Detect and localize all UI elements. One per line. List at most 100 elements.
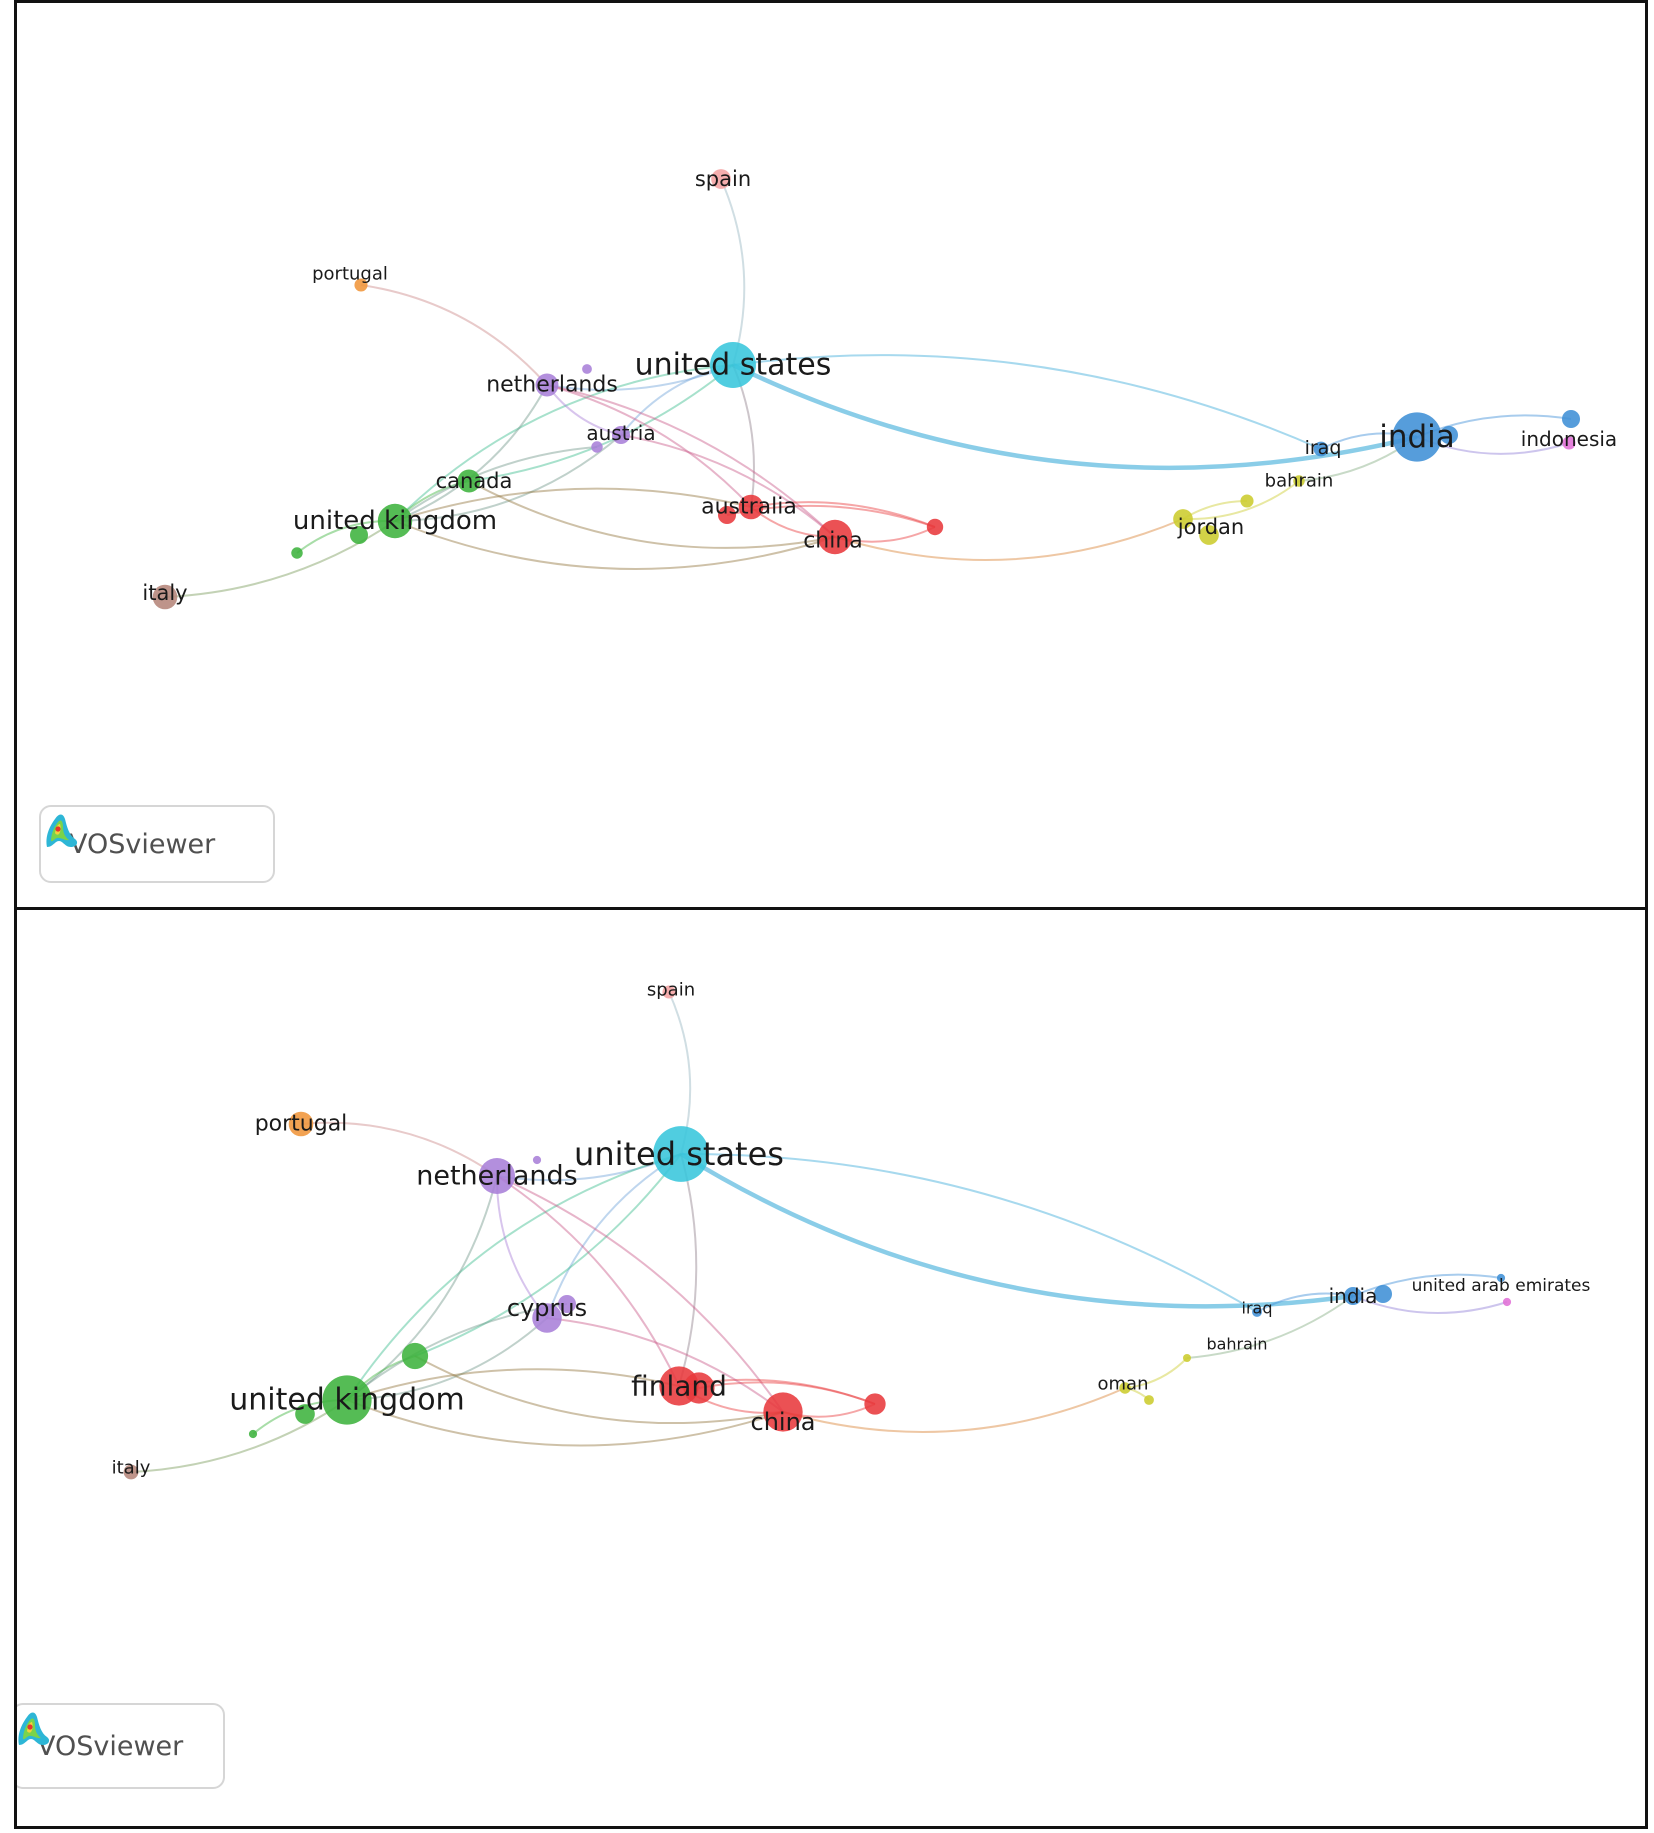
node-label-united-arab-emirates: united arab emirates <box>1412 1276 1591 1296</box>
node-label-australia: australia <box>701 495 797 520</box>
node-india[interactable] <box>1343 1286 1363 1306</box>
node-label-italy: italy <box>142 581 187 605</box>
link-ne-po <box>360 284 548 386</box>
node-au2[interactable] <box>717 505 737 525</box>
network-map-bottom[interactable]: united states united kingdom finland china n… <box>14 907 1648 1829</box>
node-italy[interactable] <box>123 1464 139 1480</box>
node-ye[interactable] <box>1240 494 1254 508</box>
link-gr1-ch <box>414 1355 784 1425</box>
node-label-united-states: united states <box>635 348 832 383</box>
node-label-united-kingdom: united kingdom <box>229 1383 465 1418</box>
node-label-spain: spain <box>647 980 695 1001</box>
node-in2[interactable] <box>1373 1284 1393 1304</box>
node-india[interactable] <box>1392 412 1442 462</box>
link-uk-cy <box>346 1317 548 1401</box>
vosviewer-logo-text: VOSviewer <box>69 828 216 860</box>
node-netherlands[interactable] <box>535 373 559 397</box>
node-united-arab-emirates[interactable] <box>1502 1297 1512 1307</box>
node-gr2[interactable] <box>291 547 303 559</box>
node-label-netherlands: netherlands <box>416 1161 578 1192</box>
node-bahrain[interactable] <box>1293 475 1305 487</box>
link-ch-jo <box>834 518 1184 561</box>
node-label-india: india <box>1329 1284 1378 1308</box>
node-pu2[interactable] <box>582 364 592 374</box>
link-uk-it <box>164 520 396 598</box>
node-united-states[interactable] <box>710 342 756 388</box>
link-ne-au <box>546 384 752 508</box>
node-label-iraq: iraq <box>1305 437 1342 459</box>
link-cy-ch <box>546 1317 784 1413</box>
node-id2[interactable] <box>1561 409 1581 429</box>
node-jordan[interactable] <box>1173 509 1193 529</box>
link-in-ua <box>1352 1295 1508 1315</box>
node-oman[interactable] <box>1119 1382 1131 1394</box>
node-label-china: china <box>803 529 863 554</box>
node-gr2[interactable] <box>295 1404 315 1424</box>
node-rd[interactable] <box>926 518 944 536</box>
node-rd[interactable] <box>864 1393 886 1415</box>
link-in-iq <box>1256 1292 1354 1313</box>
node-iraq[interactable] <box>1313 441 1329 457</box>
node-spain[interactable] <box>662 985 676 999</box>
node-label-italy: italy <box>112 1458 151 1479</box>
node-spain[interactable] <box>711 169 731 189</box>
link-us-in <box>679 1152 1354 1309</box>
node-italy[interactable] <box>152 584 178 610</box>
link-uk-it <box>130 1399 348 1473</box>
node-label-bahrain: bahrain <box>1265 471 1334 492</box>
node-portugal[interactable] <box>354 278 368 292</box>
link-ne-po <box>300 1121 498 1177</box>
node-pu1[interactable] <box>557 1294 577 1314</box>
link-uk-fi <box>346 1368 680 1401</box>
node-gr1[interactable] <box>349 525 369 545</box>
node-finland[interactable] <box>659 1366 699 1406</box>
node-indonesia[interactable] <box>1562 436 1576 450</box>
node-jo2[interactable] <box>1199 525 1219 545</box>
node-portugal[interactable] <box>288 1111 314 1137</box>
link-us-sp <box>720 178 746 366</box>
link-us-iq <box>732 354 1322 450</box>
network-map-bottom-canvas[interactable]: united states united kingdom finland china n… <box>17 910 1648 1829</box>
node-layer <box>152 169 1581 610</box>
node-ua2[interactable] <box>1496 1273 1506 1283</box>
node-china[interactable] <box>763 1392 803 1432</box>
node-label-jordan: jordan <box>1177 515 1244 539</box>
link-au-rd <box>750 501 936 528</box>
vosviewer-logo-icon <box>18 1712 50 1745</box>
link-us-iq <box>680 1152 1258 1313</box>
node-canada[interactable] <box>457 469 481 493</box>
node-iraq[interactable] <box>1252 1307 1262 1317</box>
node-gr1[interactable] <box>401 1342 429 1370</box>
node-label-portugal: portugal <box>255 1112 348 1137</box>
link-uk-ne <box>394 384 548 522</box>
node-om2[interactable] <box>1144 1395 1154 1405</box>
vosviewer-logo-icon <box>46 814 78 847</box>
node-cyprus[interactable] <box>532 1303 562 1333</box>
node-label-austria: austria <box>586 421 655 445</box>
node-netherlands[interactable] <box>478 1157 516 1195</box>
node-in2[interactable] <box>1439 425 1459 445</box>
link-us-ca <box>468 364 734 482</box>
node-united-kingdom[interactable] <box>377 503 413 539</box>
node-australia[interactable] <box>738 494 764 520</box>
node-united-states[interactable] <box>653 1126 709 1182</box>
node-pu1[interactable] <box>591 441 603 453</box>
node-label-united-kingdom: united kingdom <box>293 506 497 536</box>
node-gr3[interactable] <box>248 1429 258 1439</box>
node-bahrain[interactable] <box>1183 1354 1191 1362</box>
node-austria[interactable] <box>611 425 631 445</box>
node-united-kingdom[interactable] <box>322 1375 372 1425</box>
node-label-indonesia: indonesia <box>1521 427 1617 451</box>
node-pu2[interactable] <box>532 1155 542 1165</box>
node-china[interactable] <box>817 519 853 555</box>
network-map-top[interactable]: united states india united kingdom china aus… <box>14 0 1648 910</box>
vosviewer-logo-bottom: VOSviewer <box>17 1703 225 1789</box>
link-us-fi <box>678 1153 698 1387</box>
vosviewer-logo-text: VOSviewer <box>37 1730 184 1762</box>
link-ca-ch <box>468 480 836 549</box>
link-in-bh <box>1186 1295 1354 1359</box>
link-uk-pu1 <box>394 446 598 522</box>
label-layer: united states united kingdom finland china n… <box>112 980 1591 1479</box>
